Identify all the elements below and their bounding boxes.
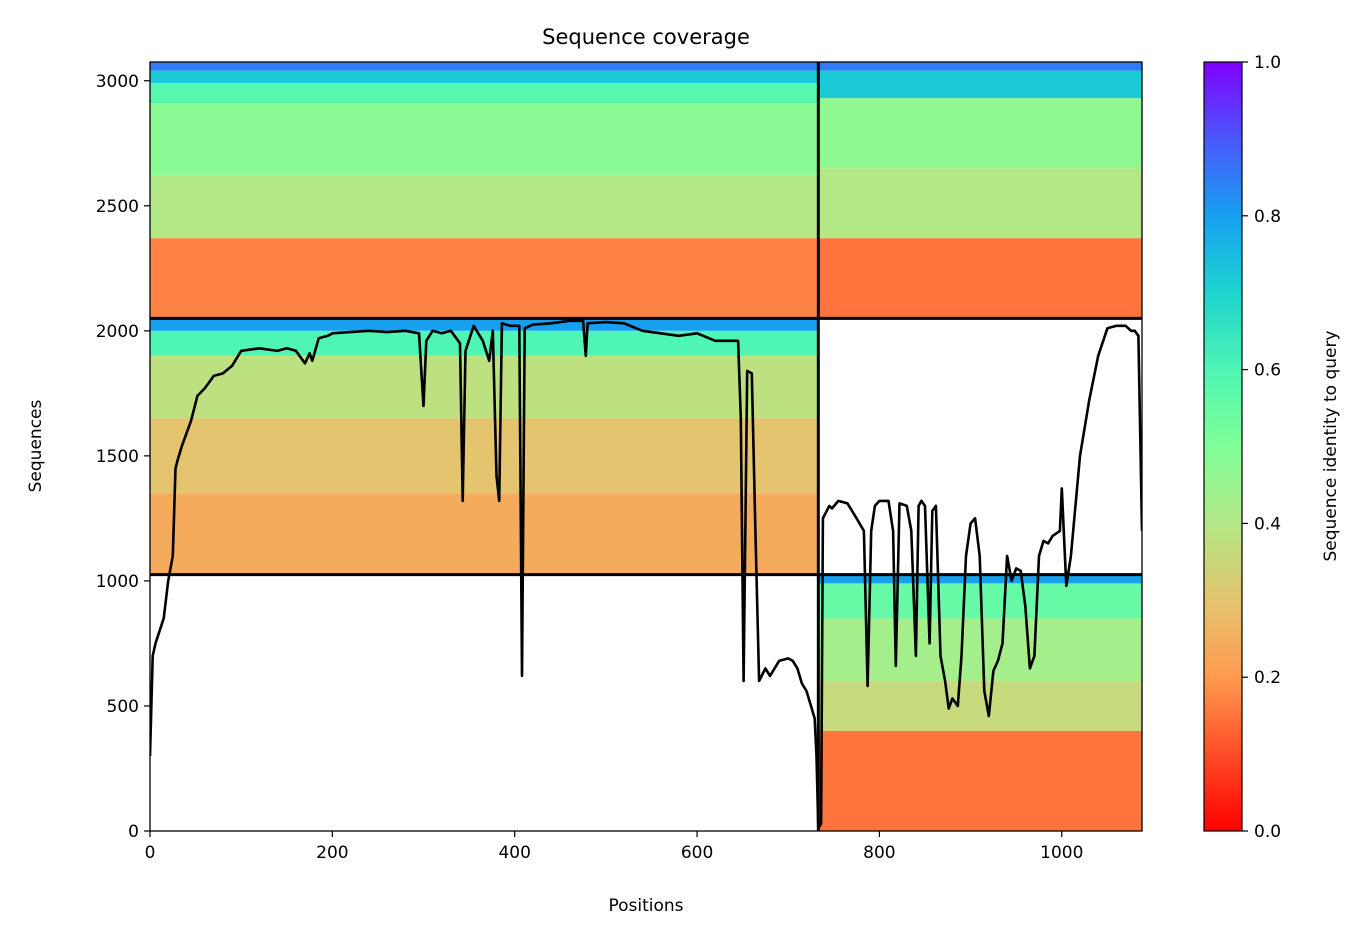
coverage-line [150,319,1142,830]
identity-band [150,175,819,239]
x-tick-label: 800 [863,843,895,863]
identity-band [818,618,1142,681]
y-tick-label: 1000 [96,572,139,592]
identity-band [818,238,1142,319]
y-tick-label: 1500 [96,447,139,467]
colorbar-tick-label: 0.6 [1254,361,1281,381]
x-tick-label: 600 [681,843,713,863]
identity-band [150,103,819,176]
identity-band [150,418,819,494]
identity-band [818,680,1142,731]
colorbar-tick-label: 0.4 [1254,514,1281,534]
heatmap-block [150,318,819,575]
identity-band [818,168,1142,239]
colorbar-ticks: 0.0 0.2 0.4 0.6 0.8 1.0 [1242,53,1281,842]
colorbar-tick-label: 0.8 [1254,207,1281,227]
y-axis-ticks: 0 500 1000 1500 2000 2500 3000 [96,72,150,842]
block-boundaries [150,62,1142,831]
y-tick-label: 0 [128,822,139,842]
heatmap-block [818,574,1142,831]
x-axis-label: Positions [608,896,683,916]
identity-band [150,62,819,71]
identity-band [818,70,1142,99]
identity-band [818,62,1142,71]
y-tick-label: 2000 [96,322,139,342]
y-tick-label: 2500 [96,197,139,217]
colorbar [1203,61,1243,832]
heatmap-block [818,62,1142,319]
y-tick-label: 500 [107,697,139,717]
identity-band [150,355,819,419]
x-tick-label: 400 [498,843,530,863]
coverage-line-layer [150,319,1142,830]
identity-band [150,83,819,104]
heatmap-block [150,62,819,319]
identity-band [150,493,819,575]
x-tick-label: 0 [145,843,156,863]
x-tick-label: 200 [316,843,348,863]
x-axis-ticks: 0 200 400 600 800 1000 [145,831,1083,863]
colorbar-tick-label: 0.2 [1254,668,1281,688]
identity-band [150,70,819,84]
identity-band [150,238,819,319]
x-tick-label: 1000 [1040,843,1083,863]
coverage-heatmap [150,62,1142,831]
colorbar-label: Sequence identity to query [1321,330,1341,561]
y-tick-label: 3000 [96,72,139,92]
identity-band [150,318,819,331]
identity-band [818,730,1142,831]
chart-title: Sequence coverage [542,25,750,49]
plot-frame [149,61,1143,832]
y-axis-label: Sequences [26,400,46,493]
colorbar-tick-label: 1.0 [1254,53,1281,73]
colorbar-tick-label: 0.0 [1254,822,1281,842]
identity-band [818,98,1142,169]
